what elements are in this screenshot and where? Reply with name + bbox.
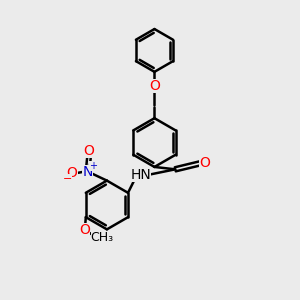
Text: O: O [199, 156, 210, 170]
Text: O: O [149, 79, 160, 93]
Text: +: + [89, 161, 97, 171]
Text: O: O [84, 144, 94, 158]
Text: CH₃: CH₃ [91, 232, 114, 244]
Text: O: O [79, 223, 90, 237]
Text: O: O [67, 166, 78, 180]
Text: N: N [82, 165, 93, 179]
Text: −: − [62, 173, 72, 184]
Text: HN: HN [131, 168, 152, 182]
